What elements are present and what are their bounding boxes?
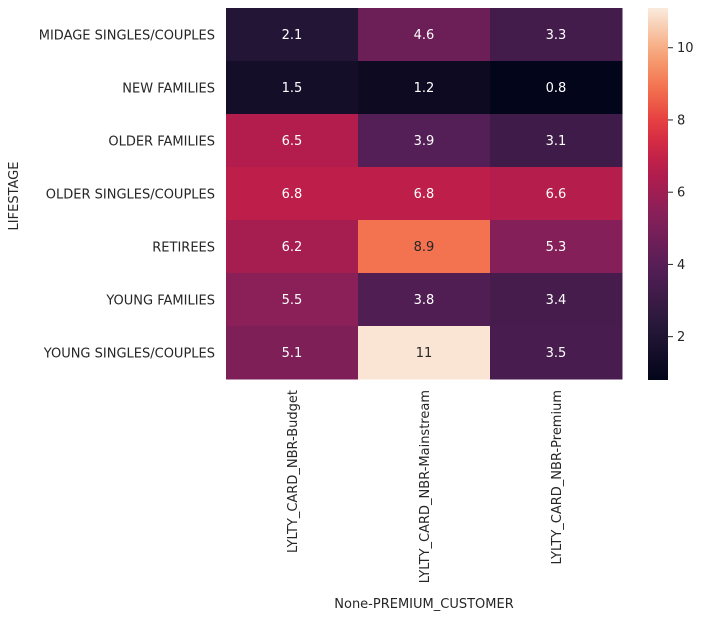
x-tick-label: LYLTY_CARD_NBR-Mainstream [418,390,433,583]
heatmap-cell [226,326,359,380]
heatmap-cell [490,114,623,168]
cell-value-label: 6.8 [282,187,303,202]
heatmap-cell [226,8,359,62]
cell-value-label: 3.5 [546,346,567,361]
heatmap-cell [490,167,623,221]
heatmap-cells [226,8,623,380]
y-tick-label: NEW FAMILIES [122,82,215,97]
heatmap-cell [358,114,491,168]
cell-value-label: 1.2 [414,81,435,96]
cell-value-label: 3.9 [414,134,435,149]
cell-value-label: 6.2 [282,240,303,255]
cell-value-label: 3.3 [546,28,567,43]
y-tick-label: MIDAGE SINGLES/COUPLES [39,29,215,44]
colorbar-tick-label: 4 [677,258,685,273]
heatmap-cell [226,114,359,168]
heatmap-cell [490,326,623,380]
cell-value-label: 6.6 [546,187,567,202]
heatmap-cell [226,61,359,115]
x-tick-label: LYLTY_CARD_NBR-Premium [550,390,565,565]
cell-value-label: 0.8 [546,81,567,96]
heatmap-cell [226,273,359,327]
heatmap-cell [490,273,623,327]
x-tick-labels: LYLTY_CARD_NBR-Budget LYLTY_CARD_NBR-Main… [286,390,565,583]
heatmap-cell-labels: 2.1 4.6 3.3 1.5 1.2 0.8 6.5 3.9 3.1 6.8 6.8 6.6 6.2 8… [282,28,567,361]
colorbar-tick-label: 2 [677,330,685,345]
y-tick-label: YOUNG SINGLES/COUPLES [43,347,215,362]
heatmap-cell [358,326,491,380]
cell-value-label: 3.8 [414,293,435,308]
y-tick-labels: MIDAGE SINGLES/COUPLES NEW FAMILIES OLDER … [39,29,215,362]
colorbar [648,8,668,380]
cell-value-label: 1.5 [282,81,303,96]
colorbar-tick-label: 6 [677,186,685,201]
heatmap-cell [358,167,491,221]
heatmap-cell [490,8,623,62]
cell-value-label: 5.5 [282,293,303,308]
cell-value-label: 8.9 [414,240,435,255]
cell-value-label: 5.3 [546,240,567,255]
y-tick-label: OLDER FAMILIES [108,135,215,150]
cell-value-label: 2.1 [282,28,303,43]
x-axis-label: None-PREMIUM_CUSTOMER [334,597,513,612]
heatmap-cell [358,61,491,115]
heatmap-cell [226,220,359,274]
cell-value-label: 5.1 [282,346,303,361]
x-tick-label: LYLTY_CARD_NBR-Budget [286,390,301,553]
cell-value-label: 6.8 [414,187,435,202]
y-tick-label: RETIREES [152,241,215,256]
cell-value-label: 6.5 [282,134,303,149]
cell-value-label: 3.4 [546,293,567,308]
heatmap-cell [490,61,623,115]
colorbar-tick-label: 10 [677,41,694,56]
heatmap-cell [358,8,491,62]
heatmap-cell [226,167,359,221]
heatmap-cell [358,273,491,327]
y-tick-label: YOUNG FAMILIES [105,294,215,309]
cell-value-label: 11 [416,346,433,361]
y-axis-label: LIFESTAGE [7,162,22,231]
y-tick-label: OLDER SINGLES/COUPLES [46,188,215,203]
heatmap-cell [490,220,623,274]
colorbar-tick-label: 8 [677,113,685,128]
cell-value-label: 4.6 [414,28,435,43]
cell-value-label: 3.1 [546,134,567,149]
heatmap-cell [358,220,491,274]
colorbar-ticks: 2 4 6 8 10 [668,41,694,345]
